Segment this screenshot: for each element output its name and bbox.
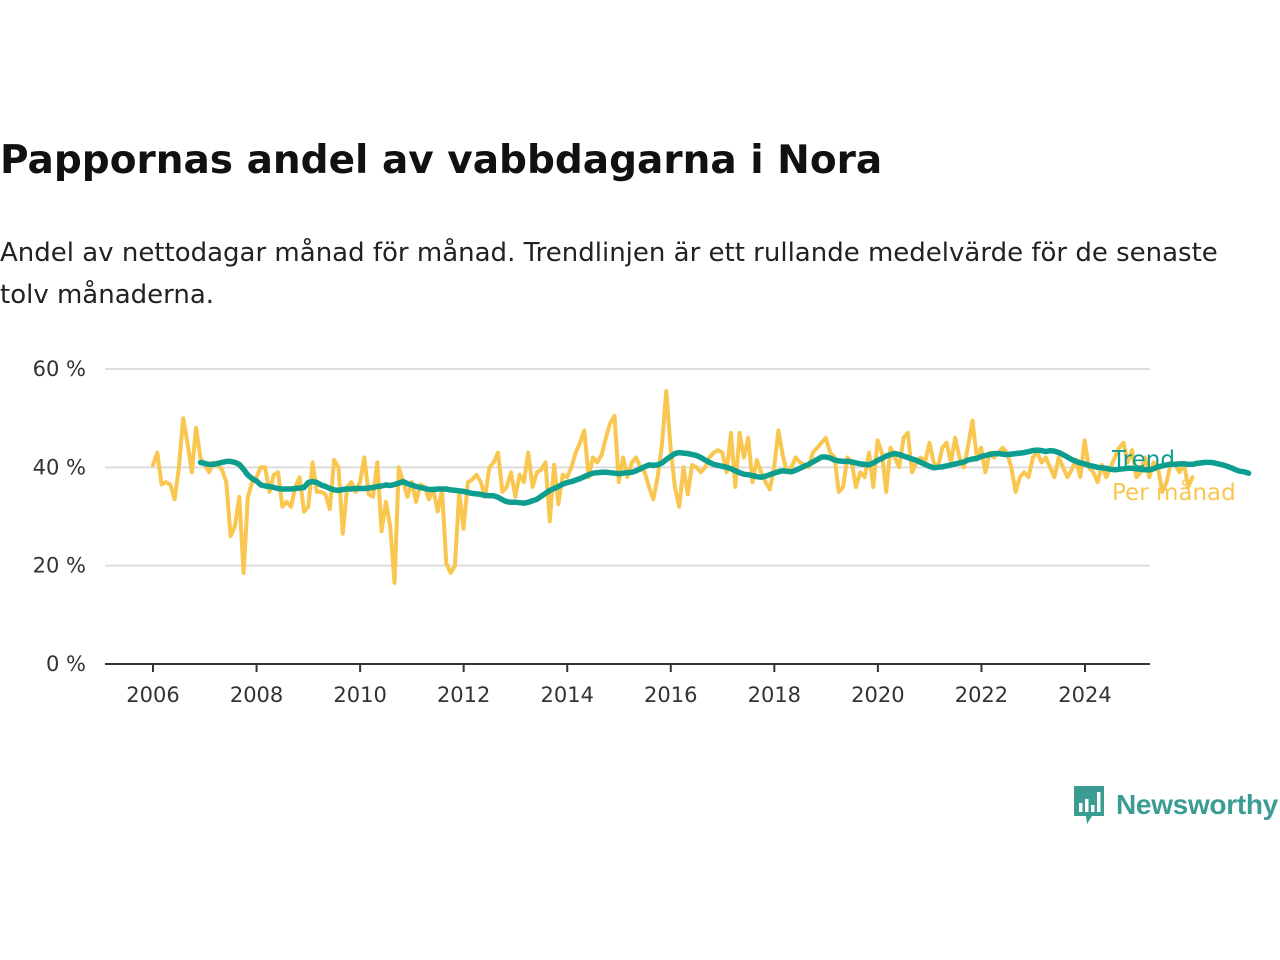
line-chart: 0 % 20 % 40 % 60 % 2006 2008 2010 2012 2014 2016… (33, 357, 1252, 707)
x-tick-label: 2008 (230, 683, 283, 707)
x-tick-label: 2012 (437, 683, 490, 707)
brand-logo: Newsworthy (1072, 784, 1278, 826)
monthly-series-line (151, 389, 1195, 585)
brand-name: Newsworthy (1116, 789, 1278, 820)
x-axis-ticks: 2006 2008 2010 2012 2014 2016 2018 2020 2022 2024 (126, 664, 1112, 707)
x-tick-label: 2006 (126, 683, 179, 707)
y-tick-label: 0 % (46, 652, 86, 676)
legend: Trend Per månad (1111, 447, 1236, 506)
y-tick-label: 20 % (33, 554, 86, 578)
x-tick-label: 2016 (644, 683, 697, 707)
legend-label-trend: Trend (1111, 447, 1175, 473)
x-tick-label: 2010 (333, 683, 386, 707)
series-lines (151, 389, 1252, 585)
grid-lines (105, 368, 1150, 567)
x-tick-label: 2020 (851, 683, 904, 707)
y-tick-label: 40 % (33, 455, 86, 479)
bar-chart-speech-bubble-icon (1074, 786, 1104, 824)
x-tick-label: 2018 (748, 683, 801, 707)
chart-subtitle: Andel av nettodagar månad för månad. Tre… (0, 238, 1218, 310)
trend-series-line (197, 447, 1252, 506)
x-tick-label: 2014 (540, 683, 593, 707)
y-tick-label: 60 % (33, 357, 86, 381)
x-tick-label: 2022 (955, 683, 1008, 707)
legend-label-monthly: Per månad (1112, 478, 1236, 506)
x-tick-label: 2024 (1058, 683, 1111, 707)
y-axis-labels: 0 % 20 % 40 % 60 % (33, 357, 86, 676)
chart-title: Pappornas andel av vabbdagarna i Nora (0, 138, 883, 183)
